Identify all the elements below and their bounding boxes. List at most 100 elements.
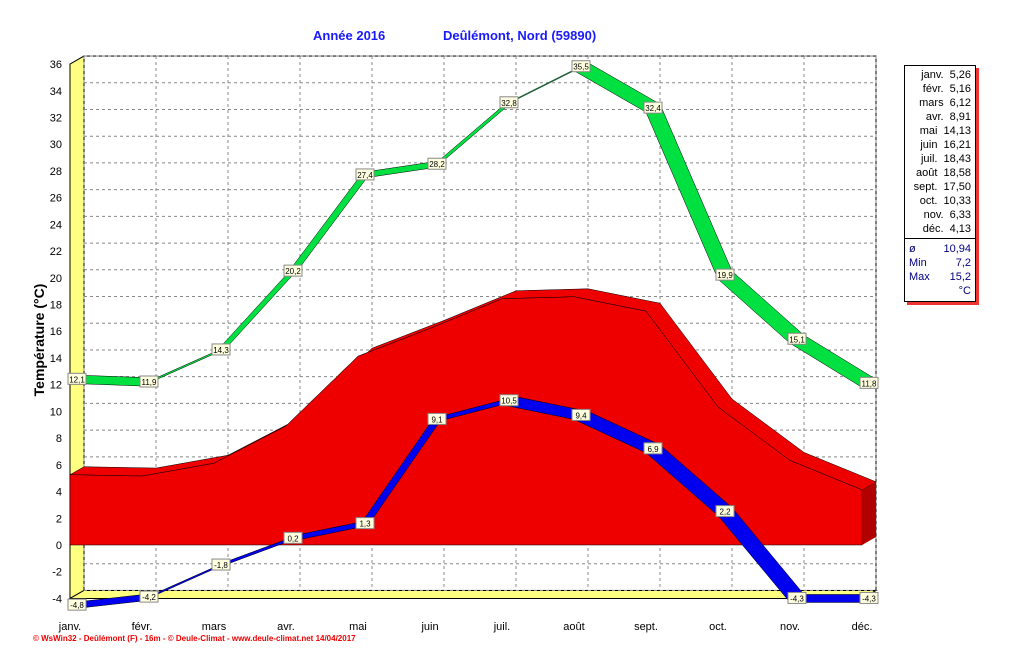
- min-band-label-bg: [787, 591, 807, 604]
- x-tick-label: août: [563, 621, 584, 633]
- footer-credit: © WsWin32 - Deûlémont (F) - 16m - © Deul…: [33, 634, 356, 643]
- min-band-label-bg: [355, 517, 375, 530]
- y-tick-label: 0: [56, 540, 62, 552]
- x-tick-label: oct.: [709, 621, 727, 633]
- legend-value: 18,58: [943, 167, 971, 179]
- legend-row: déc. 4,13: [905, 222, 975, 236]
- max-band-label-bg: [67, 372, 87, 385]
- unit-label: °C: [958, 285, 971, 297]
- min-band-data-label: -4,8: [70, 601, 84, 610]
- max-band-label-bg: [355, 168, 375, 181]
- legend-month: juil.: [920, 153, 938, 165]
- y-tick-label: 2: [56, 513, 62, 525]
- min-band-label-bg: [427, 412, 447, 425]
- max-band-label-bg: [427, 157, 447, 170]
- min-band-data-label: 6,9: [647, 445, 659, 454]
- max-band-data-label: 11,9: [142, 378, 158, 387]
- legend-value: 17,50: [943, 181, 971, 193]
- max-band-data-label: 14,3: [213, 346, 229, 355]
- avg-label: ø: [909, 243, 916, 255]
- min-band-label-bg: [139, 590, 159, 603]
- legend-row: mars 6,12: [905, 96, 975, 110]
- y-tick-label: 4: [56, 487, 62, 499]
- legend-row: févr. 5,16: [905, 82, 975, 96]
- legend-row: mai 14,13: [905, 124, 975, 138]
- max-band-label-bg: [139, 375, 159, 388]
- chart-year-title: Année 2016: [313, 28, 386, 43]
- legend-value: 6,33: [949, 209, 971, 221]
- y-tick-label: 26: [50, 193, 62, 205]
- legend-value: 8,91: [949, 111, 971, 123]
- monthly-mean-legend: janv. 5,26 févr. 5,16 mars 6,12 avr. 8,91 mai 14,…: [904, 65, 976, 302]
- max-band-data-label: 15,1: [789, 335, 805, 344]
- min-band-data-label: 10,5: [501, 397, 517, 406]
- max-band-data-label: 28,2: [429, 160, 445, 169]
- floor: [68, 589, 878, 599]
- legend-month: févr.: [922, 83, 944, 95]
- min-band-label-bg: [715, 505, 735, 518]
- min-band-data-label: 2,2: [719, 508, 731, 517]
- y-tick-label: 10: [50, 406, 62, 418]
- legend-value: 10,33: [943, 195, 971, 207]
- y-tick-label: 6: [56, 460, 62, 472]
- min-band-label-bg: [859, 591, 879, 604]
- legend-month: déc.: [922, 223, 944, 235]
- max-band-data-label: 32,4: [645, 104, 661, 113]
- min-band-data-label: 9,1: [431, 415, 443, 424]
- max-value: 15,2: [949, 271, 971, 283]
- legend-month: juin: [920, 139, 938, 151]
- mean-area-side: [862, 481, 876, 545]
- legend-row: juin 16,21: [905, 138, 975, 152]
- avg-value: 10,94: [943, 243, 971, 255]
- max-band-data-label: 35,5: [573, 63, 589, 72]
- max-band-label-bg: [211, 343, 231, 356]
- x-tick-label: déc.: [852, 621, 873, 633]
- legend-month: mai: [919, 125, 938, 137]
- max-band-label-bg: [571, 60, 591, 73]
- max-band-data-label: 11,8: [862, 379, 878, 388]
- x-tick-label: mars: [202, 621, 227, 633]
- max-band-label-bg: [787, 332, 807, 345]
- min-band-label-bg: [211, 558, 231, 571]
- max-band-label-bg: [715, 268, 735, 281]
- mean-area: [69, 296, 863, 546]
- max-label: Max: [909, 271, 930, 283]
- legend-month: oct.: [919, 195, 938, 207]
- legend-month: mars: [919, 97, 944, 109]
- y-tick-label: 20: [50, 273, 62, 285]
- y-tick-label: 36: [50, 59, 62, 71]
- legend-row: nov. 6,33: [905, 208, 975, 222]
- x-tick-label: juin: [420, 621, 438, 633]
- legend-row: janv. 5,26: [905, 68, 975, 82]
- min-value: 7,2: [955, 257, 971, 269]
- x-tick-label: janv.: [58, 621, 81, 633]
- min-label: Min: [909, 257, 927, 269]
- x-tick-label: avr.: [277, 621, 295, 633]
- y-tick-label: 32: [50, 112, 62, 124]
- min-band-label-bg: [283, 531, 303, 544]
- legend-value: 18,43: [943, 153, 971, 165]
- x-tick-label: juil.: [493, 621, 511, 633]
- x-tick-label: sept.: [634, 621, 658, 633]
- legend-row: oct. 10,33: [905, 194, 975, 208]
- x-tick-label: mai: [349, 621, 367, 633]
- min-band-label-bg: [571, 408, 591, 421]
- y-tick-label: 22: [50, 246, 62, 258]
- legend-row: août 18,58: [905, 166, 975, 180]
- min-band-label-bg: [499, 394, 519, 407]
- max-band-data-label: 19,9: [717, 271, 733, 280]
- min-band-data-label: -1,8: [214, 561, 228, 570]
- max-band-label-bg: [283, 264, 303, 277]
- y-tick-label: -4: [52, 593, 62, 605]
- min-band-label-bg: [67, 598, 87, 611]
- y-tick-label: 12: [50, 380, 62, 392]
- x-tick-label: nov.: [780, 621, 800, 633]
- y-tick-label: 14: [50, 353, 62, 365]
- y-tick-label: 34: [50, 86, 62, 98]
- min-band-data-label: 1,3: [359, 520, 371, 529]
- legend-row: juil. 18,43: [905, 152, 975, 166]
- legend-value: 6,12: [949, 97, 971, 109]
- min-band-data-label: -4,2: [142, 593, 156, 602]
